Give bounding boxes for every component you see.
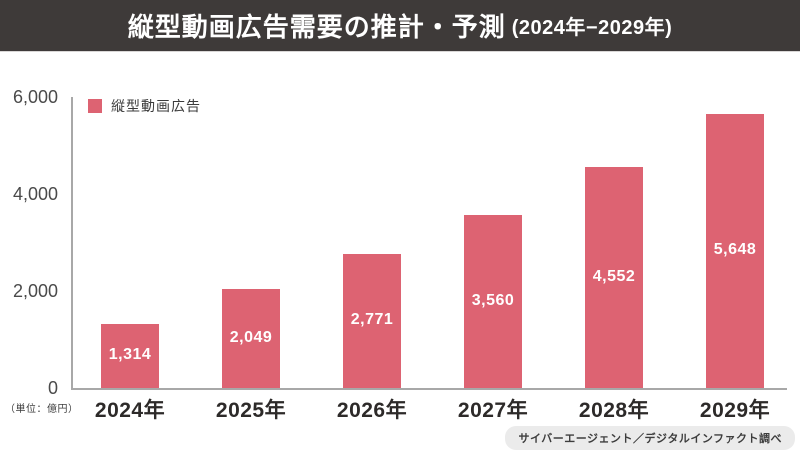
chart-title: 縦型動画広告需要の推計・予測 — [127, 12, 506, 42]
bar-value-label: 3,560 — [471, 291, 515, 309]
x-axis-label-2028年: 2028年 — [578, 399, 650, 422]
bar-2024年: 1,314 — [101, 324, 159, 388]
bar-2029年: 5,648 — [706, 114, 764, 388]
bar-value-label: 4,552 — [592, 267, 636, 285]
unit-label: （単位：億円） — [5, 404, 79, 415]
x-axis-label-2026年: 2026年 — [336, 399, 408, 422]
bar-2027年: 3,560 — [464, 215, 522, 388]
x-axis-label-2025年: 2025年 — [215, 399, 287, 422]
x-axis-line — [71, 388, 787, 390]
bar-2026年: 2,771 — [343, 254, 401, 388]
x-axis-label-2024年: 2024年 — [94, 399, 166, 422]
legend-color-swatch — [88, 99, 102, 113]
y-axis-tick-label: 2,000 — [12, 281, 58, 301]
y-axis-tick-label: 4,000 — [12, 184, 58, 204]
y-axis-tick-label: 6,000 — [12, 87, 58, 107]
legend: 縦型動画広告 — [88, 96, 201, 116]
chart-title-range: (2024年−2029年) — [511, 17, 673, 39]
chart-area: 縦型動画広告 0 2,000 4,000 6,000 1,314 2,049 2,771 3… — [0, 52, 800, 454]
bar-value-label: 2,771 — [350, 311, 394, 328]
bar-value-label: 5,648 — [713, 241, 757, 258]
y-axis-tick-label: 0 — [47, 378, 58, 398]
legend-label: 縦型動画広告 — [111, 98, 201, 114]
x-axis-label-2029年: 2029年 — [699, 399, 771, 422]
chart-title-bar: 縦型動画広告需要の推計・予測 (2024年−2029年) — [0, 0, 800, 52]
x-axis-label-2027年: 2027年 — [457, 399, 529, 422]
y-axis-line — [71, 97, 73, 390]
bar-value-label: 2,049 — [229, 328, 273, 346]
bar-value-label: 1,314 — [108, 346, 152, 363]
bar-2028年: 4,552 — [585, 167, 643, 388]
source-attribution: サイバーエージェント／デジタルインファクト調べ — [505, 426, 795, 450]
bar-2025年: 2,049 — [222, 289, 280, 388]
